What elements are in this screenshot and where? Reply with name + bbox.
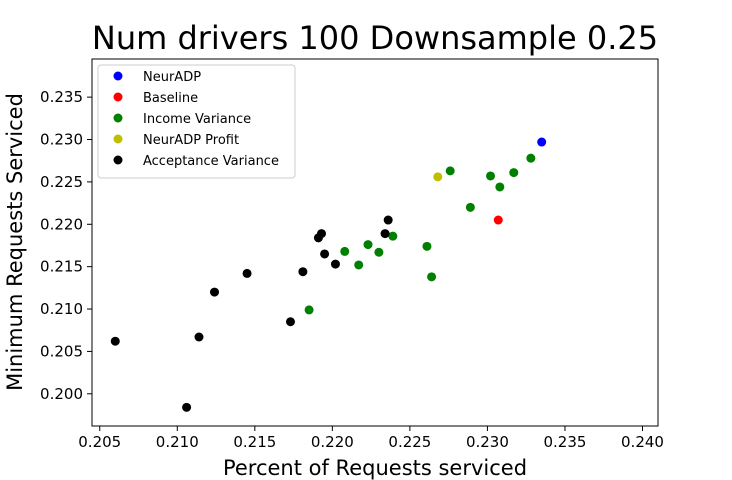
y-tick-label: 0.225 xyxy=(40,173,83,191)
data-point xyxy=(465,202,475,212)
data-point xyxy=(320,249,330,259)
data-point xyxy=(509,168,519,178)
data-point xyxy=(422,241,432,251)
data-point xyxy=(526,153,536,163)
data-point xyxy=(298,267,308,277)
plot-frame xyxy=(91,58,659,427)
data-point xyxy=(182,402,192,412)
y-tick-label: 0.205 xyxy=(40,342,83,360)
axis-ticks: 0.205 0.210 0.215 0.220 0.225 0.230 0.235 0.240… xyxy=(40,88,664,451)
legend-marker xyxy=(113,71,123,81)
legend-entry: Acceptance Variance xyxy=(143,154,279,169)
data-point xyxy=(374,247,384,257)
data-point xyxy=(194,332,204,342)
y-axis-label: Minimum Requests Serviced xyxy=(3,93,27,391)
data-point xyxy=(340,246,350,256)
data-point xyxy=(304,305,314,315)
legend-marker xyxy=(113,92,123,102)
x-tick-label: 0.225 xyxy=(388,433,431,451)
legend-marker xyxy=(113,155,123,165)
data-point xyxy=(242,268,252,278)
data-point xyxy=(285,317,295,327)
data-point xyxy=(445,166,455,176)
y-tick-label: 0.200 xyxy=(40,385,83,403)
data-points xyxy=(110,137,547,412)
data-point xyxy=(493,215,503,225)
x-tick-label: 0.230 xyxy=(466,433,509,451)
data-point xyxy=(380,229,390,239)
y-tick-label: 0.220 xyxy=(40,215,83,233)
data-point xyxy=(383,215,393,225)
x-tick-label: 0.215 xyxy=(233,433,276,451)
legend: NeurADP Baseline Income Variance NeurADP Pr… xyxy=(97,64,296,179)
legend-entry: Baseline xyxy=(143,91,198,106)
chart-title: Num drivers 100 Downsample 0.25 xyxy=(92,19,658,57)
data-point xyxy=(495,182,505,192)
x-tick-label: 0.210 xyxy=(156,433,199,451)
x-tick-label: 0.240 xyxy=(621,433,664,451)
data-point xyxy=(210,287,220,297)
data-point xyxy=(354,260,364,270)
y-tick-label: 0.235 xyxy=(40,88,83,106)
data-point xyxy=(388,231,398,241)
data-point xyxy=(537,137,547,147)
legend-entry: NeurADP xyxy=(143,70,201,85)
x-tick-label: 0.205 xyxy=(78,433,121,451)
legend-entry: Income Variance xyxy=(143,112,251,127)
y-tick-label: 0.210 xyxy=(40,300,83,318)
data-point xyxy=(363,240,373,250)
data-point xyxy=(486,171,496,181)
data-point xyxy=(110,336,120,346)
legend-box xyxy=(97,64,296,179)
data-point xyxy=(330,259,340,269)
legend-entry: NeurADP Profit xyxy=(143,133,239,148)
legend-marker xyxy=(113,134,123,144)
data-point xyxy=(433,172,443,182)
x-axis-label: Percent of Requests serviced xyxy=(223,456,527,480)
x-tick-label: 0.235 xyxy=(543,433,586,451)
data-point xyxy=(427,272,437,282)
legend-marker xyxy=(113,113,123,123)
x-tick-label: 0.220 xyxy=(311,433,354,451)
y-tick-label: 0.215 xyxy=(40,258,83,276)
y-tick-label: 0.230 xyxy=(40,131,83,149)
data-point xyxy=(317,229,327,239)
